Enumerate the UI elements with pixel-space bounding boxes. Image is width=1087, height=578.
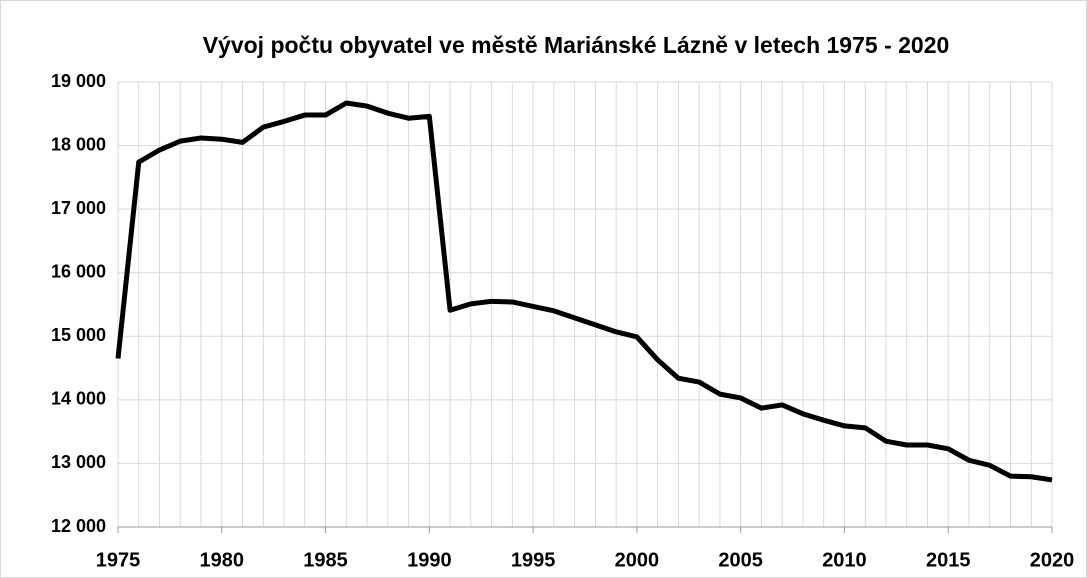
x-tick-label: 1985 xyxy=(303,549,348,571)
x-tick-label: 1980 xyxy=(200,549,245,571)
y-tick-label: 18 000 xyxy=(51,134,106,154)
x-tick-label: 2000 xyxy=(615,549,660,571)
x-tick-label: 2015 xyxy=(926,549,971,571)
y-tick-label: 14 000 xyxy=(51,389,106,409)
y-tick-label: 13 000 xyxy=(51,452,106,472)
chart-title: Vývoj počtu obyvatel ve městě Mariánské … xyxy=(203,32,950,58)
x-tick-label: 2010 xyxy=(822,549,867,571)
y-tick-label: 16 000 xyxy=(51,261,106,281)
x-tick-label: 1995 xyxy=(511,549,556,571)
x-tick-label: 2020 xyxy=(1030,549,1075,571)
line xyxy=(115,100,1053,483)
y-tick-label: 12 000 xyxy=(51,516,106,536)
y-tick-label: 17 000 xyxy=(51,198,106,218)
x-tick-label: 1990 xyxy=(407,549,452,571)
y-tick-label: 19 000 xyxy=(51,71,106,91)
x-tick-label: 2005 xyxy=(718,549,763,571)
y-tick-label: 15 000 xyxy=(51,325,106,345)
x-tick-label: 1975 xyxy=(96,549,141,571)
